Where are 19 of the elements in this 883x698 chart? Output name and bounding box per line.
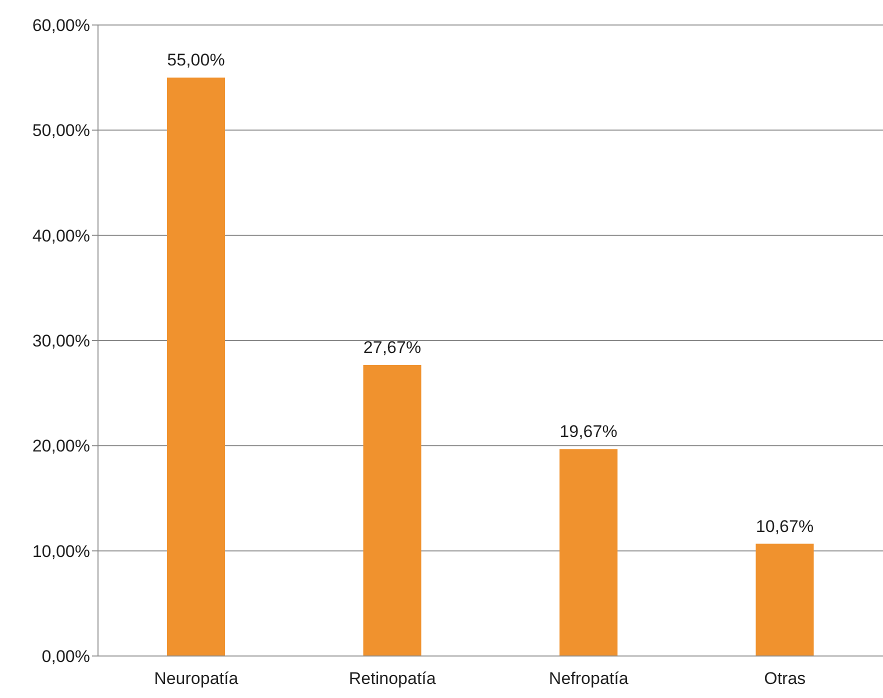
x-tick-label: Neuropatía — [154, 669, 239, 688]
y-tick-label: 60,00% — [32, 16, 90, 36]
x-tick-label: Otras — [764, 669, 806, 688]
bar — [167, 78, 225, 656]
y-tick-label: 30,00% — [32, 332, 90, 351]
bar — [363, 365, 422, 656]
bar — [560, 449, 618, 656]
data-label: 27,67% — [363, 338, 422, 358]
data-label: 10,67% — [756, 516, 814, 536]
y-tick-label: 10,00% — [32, 542, 90, 561]
bar — [756, 544, 814, 656]
y-tick-label: 50,00% — [32, 121, 90, 140]
data-label: 55,00% — [167, 50, 225, 70]
y-tick-label: 20,00% — [32, 436, 90, 456]
y-tick-label: 0,00% — [42, 647, 90, 666]
x-tick-label: Nefropatía — [548, 669, 629, 688]
x-tick-label: Retinopatía — [348, 669, 436, 688]
y-tick-label: 40,00% — [32, 226, 90, 246]
data-label: 19,67% — [560, 422, 618, 442]
